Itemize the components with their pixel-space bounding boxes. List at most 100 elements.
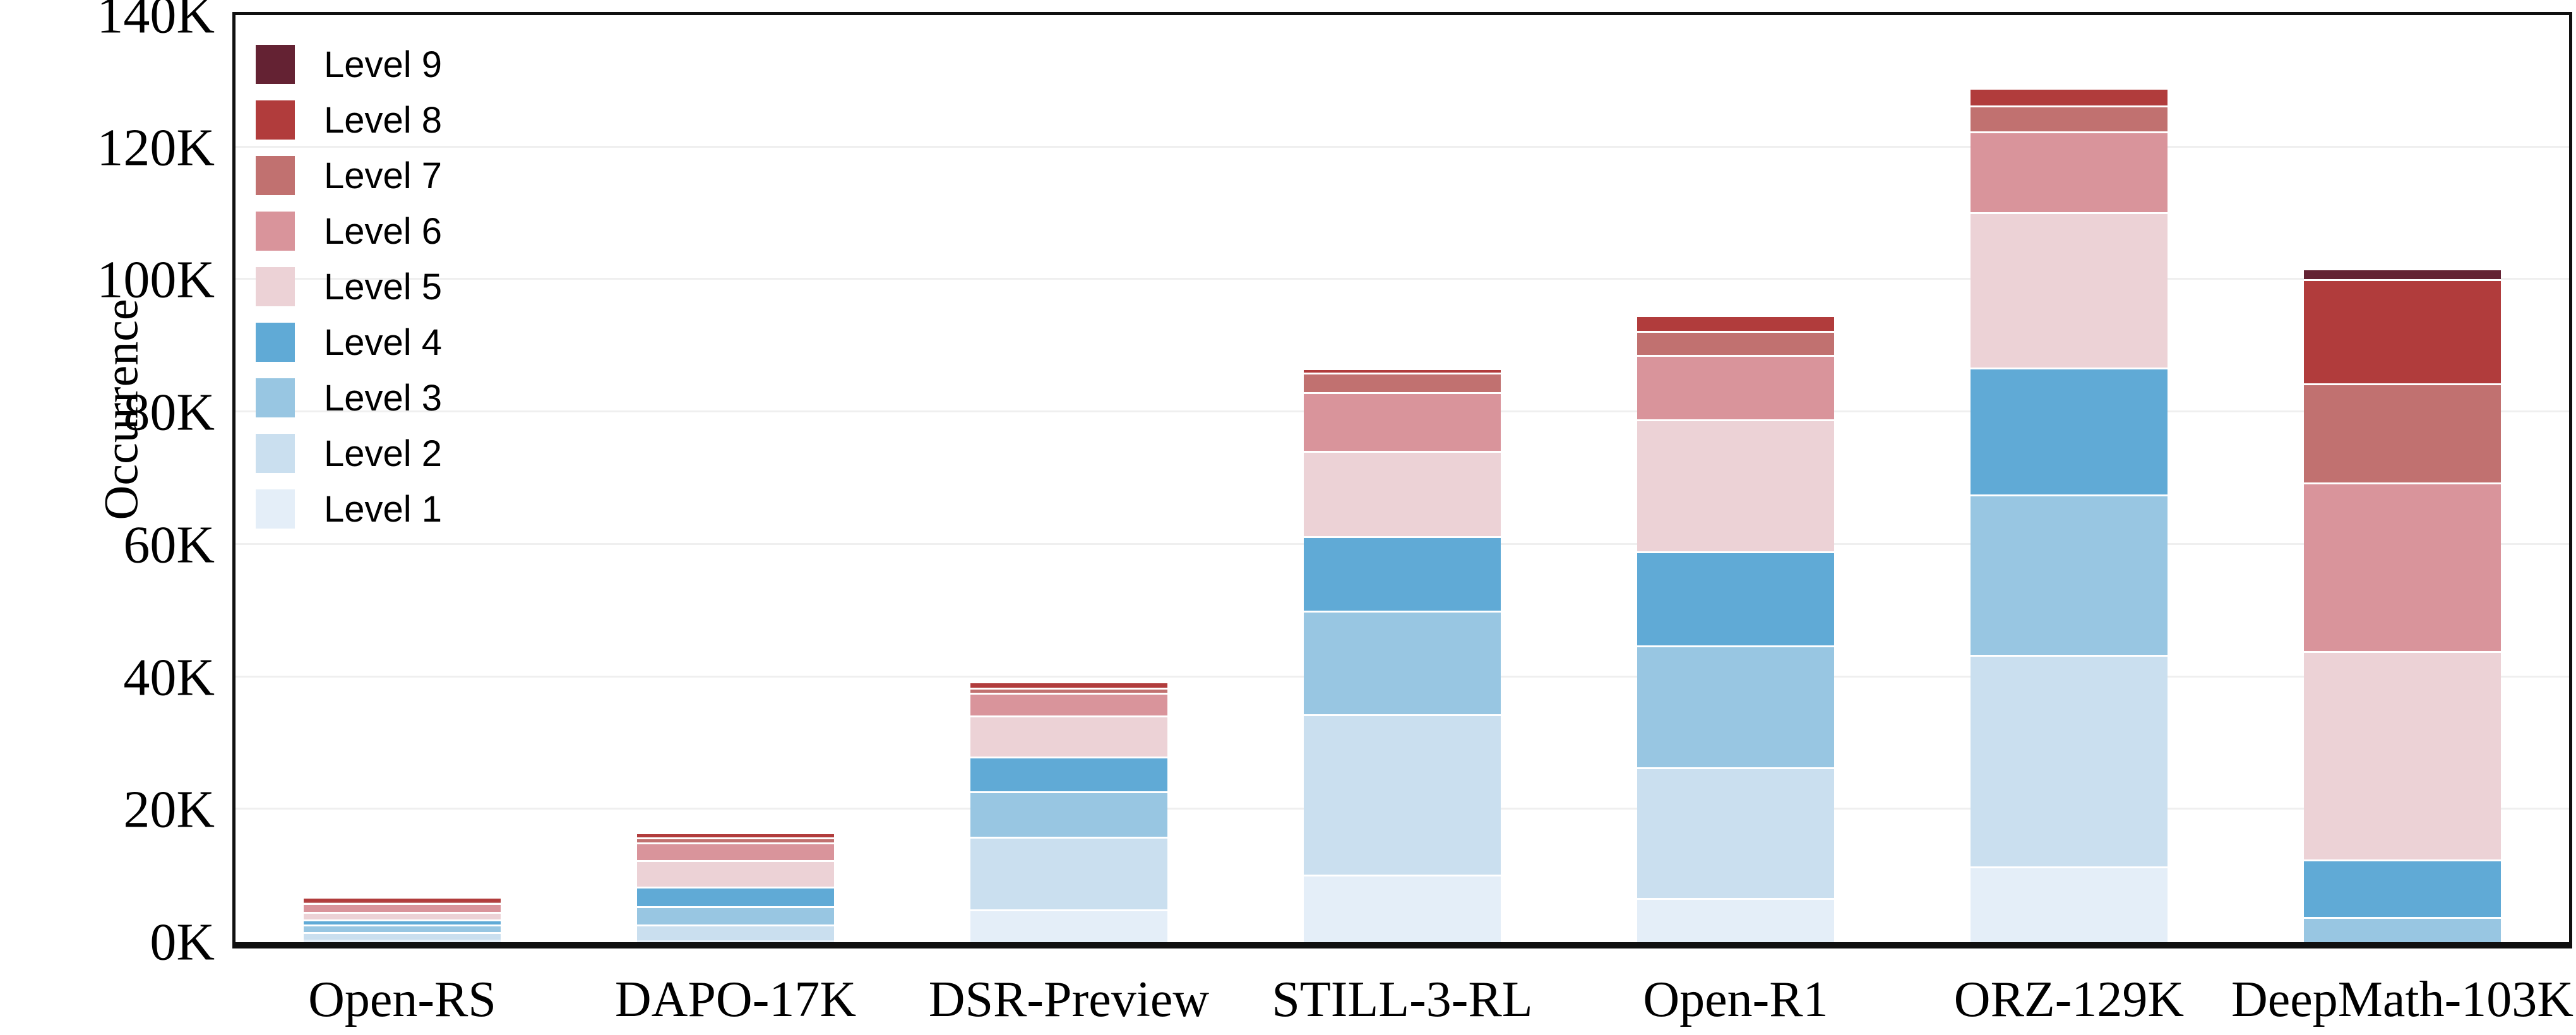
x-category-label: DAPO-17K xyxy=(614,972,857,1027)
legend-color-swatch xyxy=(256,267,295,306)
legend-label: Level 4 xyxy=(324,321,443,363)
legend-label: Level 9 xyxy=(324,44,443,85)
bar-segment-level-6 xyxy=(637,842,834,860)
legend-item-level-6: Level 6 xyxy=(256,203,442,259)
bar-segment-level-1 xyxy=(970,909,1167,942)
legend-color-swatch xyxy=(256,156,295,195)
bar-segment-level-2 xyxy=(1971,654,2168,867)
bar-segment-level-3 xyxy=(970,791,1167,837)
legend-label: Level 3 xyxy=(324,377,443,419)
bar-segment-level-3 xyxy=(1637,645,1834,768)
bar-segment-level-3 xyxy=(304,924,501,933)
bar-ORZ-129K xyxy=(1971,88,2168,942)
x-category-label: Open-RS xyxy=(308,972,496,1027)
legend-label: Level 5 xyxy=(324,266,443,308)
bar-segment-level-6 xyxy=(1971,131,2168,213)
bar-segment-level-3 xyxy=(1971,494,2168,655)
bar-segment-level-7 xyxy=(1971,105,2168,131)
bar-segment-level-9 xyxy=(2304,268,2501,280)
legend-color-swatch xyxy=(256,323,295,362)
bar-segment-level-1 xyxy=(1304,875,1501,942)
legend-color-swatch xyxy=(256,434,295,473)
y-tick-label: 100K xyxy=(97,250,215,309)
bar-segment-level-4 xyxy=(1637,551,1834,646)
bar-segment-level-8 xyxy=(1971,88,2168,105)
bar-segment-level-5 xyxy=(1637,419,1834,552)
legend-color-swatch xyxy=(256,212,295,251)
legend-color-swatch xyxy=(256,45,295,84)
legend-item-level-5: Level 5 xyxy=(256,259,442,314)
bar-segment-level-4 xyxy=(1971,367,2168,495)
y-tick-label: 120K xyxy=(97,118,215,177)
bar-segment-level-2 xyxy=(637,924,834,940)
bar-segment-level-2 xyxy=(304,932,501,940)
x-category-label: STILL-3-RL xyxy=(1272,972,1533,1027)
bar-segment-level-7 xyxy=(2304,383,2501,483)
y-tick-label: 40K xyxy=(123,648,215,707)
bar-segment-level-2 xyxy=(1304,714,1501,875)
bar-segment-level-5 xyxy=(970,715,1167,757)
legend-label: Level 8 xyxy=(324,99,443,141)
bar-segment-level-6 xyxy=(304,903,501,912)
legend-color-swatch xyxy=(256,100,295,140)
bar-DeepMath-103K xyxy=(2304,268,2501,942)
bar-segment-level-2 xyxy=(1637,767,1834,898)
gridline xyxy=(236,278,2569,280)
plot-inner xyxy=(236,15,2569,942)
bar-segment-level-8 xyxy=(304,898,501,902)
bar-segment-level-5 xyxy=(1304,450,1501,537)
bar-segment-level-5 xyxy=(304,911,501,920)
bar-segment-level-4 xyxy=(304,919,501,924)
bar-DSR-Preview xyxy=(970,681,1167,942)
bar-segment-level-8 xyxy=(637,832,834,838)
plot-area: Level 9 Level 8 Level 7 Level 6 Level 5 Level… xyxy=(232,12,2572,948)
legend-item-level-9: Level 9 xyxy=(256,37,442,92)
bar-segment-level-7 xyxy=(970,687,1167,693)
y-tick-label: 20K xyxy=(123,780,215,839)
y-tick-label: 0K xyxy=(150,912,215,972)
bar-segment-level-7 xyxy=(304,901,501,904)
bar-segment-level-8 xyxy=(1304,368,1501,373)
x-category-label: ORZ-129K xyxy=(1953,972,2185,1027)
legend-label: Level 2 xyxy=(324,433,443,474)
y-tick-label: 140K xyxy=(97,0,215,45)
bar-segment-level-1 xyxy=(637,940,834,942)
legend-item-level-1: Level 1 xyxy=(256,481,442,537)
legend-item-level-2: Level 2 xyxy=(256,426,442,481)
x-category-label: DSR-Preview xyxy=(928,972,1210,1027)
gridline xyxy=(236,145,2569,148)
bar-segment-level-8 xyxy=(970,681,1167,688)
legend-item-level-3: Level 3 xyxy=(256,370,442,426)
bar-STILL-3-RL xyxy=(1304,368,1501,942)
bar-segment-level-6 xyxy=(970,692,1167,716)
bar-segment-level-1 xyxy=(304,939,501,942)
legend-item-level-7: Level 7 xyxy=(256,148,442,203)
bar-segment-level-4 xyxy=(970,757,1167,791)
legend-color-swatch xyxy=(256,378,295,417)
bar-segment-level-7 xyxy=(1304,373,1501,392)
legend-label: Level 1 xyxy=(324,488,443,530)
bar-Open-RS xyxy=(304,898,501,942)
legend-item-level-8: Level 8 xyxy=(256,92,442,148)
bar-segment-level-4 xyxy=(637,886,834,907)
bar-segment-level-6 xyxy=(1637,354,1834,419)
bar-segment-level-8 xyxy=(1637,315,1834,332)
bar-segment-level-1 xyxy=(1637,897,1834,942)
y-tick-label: 60K xyxy=(123,515,215,575)
bar-segment-level-7 xyxy=(1637,331,1834,355)
bar-segment-level-5 xyxy=(2304,650,2501,859)
bar-segment-level-2 xyxy=(970,837,1167,909)
bar-Open-R1 xyxy=(1637,315,1834,942)
legend-label: Level 7 xyxy=(324,155,443,196)
bar-DAPO-17K xyxy=(637,832,834,942)
legend-item-level-4: Level 4 xyxy=(256,314,442,370)
legend-label: Level 6 xyxy=(324,210,443,252)
bar-segment-level-8 xyxy=(2304,279,2501,384)
legend: Level 9 Level 8 Level 7 Level 6 Level 5 Level… xyxy=(256,37,442,537)
bar-segment-level-5 xyxy=(637,859,834,887)
bar-segment-level-5 xyxy=(1971,212,2168,368)
x-category-label: Open-R1 xyxy=(1643,972,1828,1027)
bar-segment-level-4 xyxy=(2304,859,2501,918)
bar-segment-level-7 xyxy=(637,837,834,842)
